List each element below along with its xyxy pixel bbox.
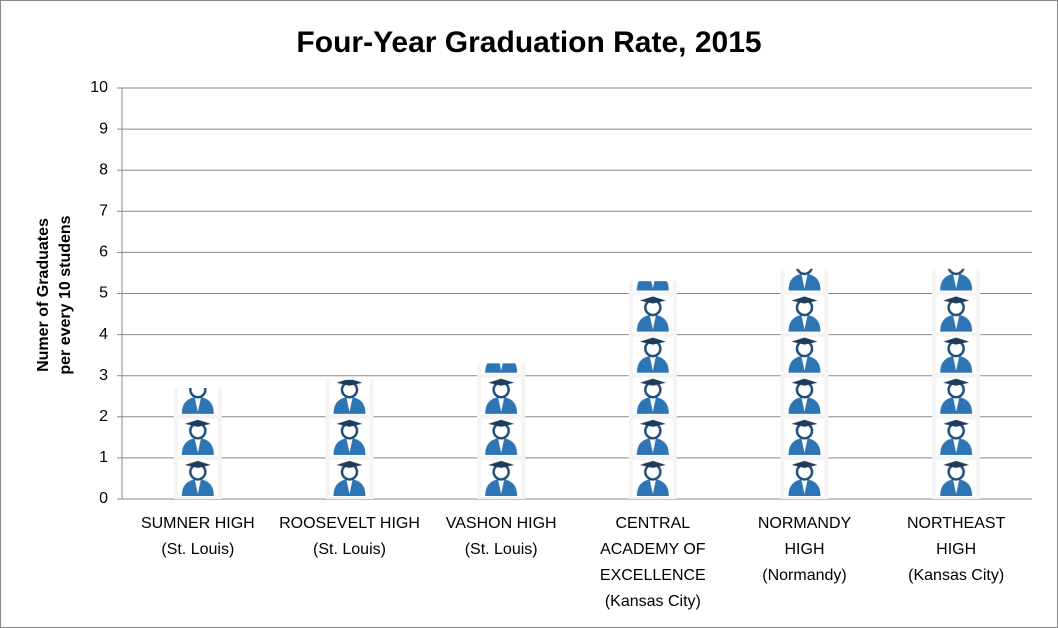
x-tick-label: CENTRAL ACADEMY OF EXCELLENCE (Kansas Ci… [599,515,706,610]
y-tick-label: 7 [99,203,108,220]
y-tick-label: 0 [99,490,108,507]
bar [173,388,222,499]
y-tick-label: 5 [99,285,108,302]
y-tick-label: 4 [99,326,108,343]
y-tick-label: 10 [90,79,108,96]
x-tick-label: NORMANDY HIGH (Normandy) [757,515,852,584]
bar [932,268,981,499]
x-tick-label: NORTHEAST HIGH (Kansas City) [906,515,1006,584]
bar [477,363,526,499]
y-axis-label: Numer of Graduates per every 10 studens [35,215,74,375]
y-tick-label: 9 [99,120,108,137]
x-tick-label: VASHON HIGH (St. Louis) [445,515,557,558]
y-tick-label: 2 [99,408,108,425]
x-tick-label: ROOSEVELT HIGH (St. Louis) [279,515,420,558]
y-tick-label: 1 [99,449,108,466]
bar [325,379,374,499]
x-tick-label: SUMNER HIGH (St. Louis) [140,515,255,558]
bar [780,268,829,499]
chart-title: Four-Year Graduation Rate, 2015 [296,26,761,59]
y-tick-label: 6 [99,244,108,261]
y-tick-label: 3 [99,367,108,384]
y-tick-label: 8 [99,161,108,178]
bar [628,281,677,499]
